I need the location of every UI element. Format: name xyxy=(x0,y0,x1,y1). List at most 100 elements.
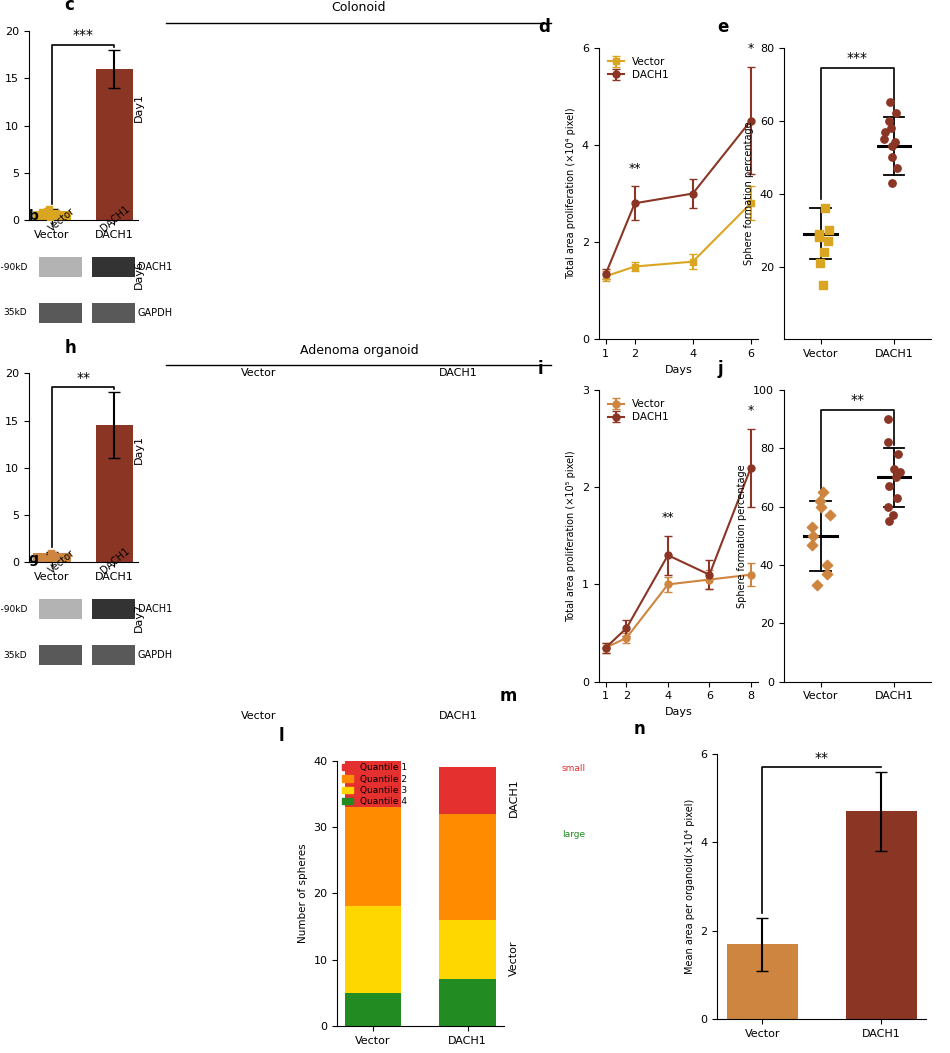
Bar xyxy=(92,257,135,277)
Point xyxy=(882,113,897,130)
Text: Day1: Day1 xyxy=(134,435,144,464)
Bar xyxy=(439,814,496,919)
Bar xyxy=(39,257,82,277)
Point xyxy=(34,203,49,220)
Point xyxy=(821,233,836,250)
Text: Vector: Vector xyxy=(509,941,519,976)
Point xyxy=(820,557,835,574)
Bar xyxy=(345,760,402,807)
Bar xyxy=(345,807,402,907)
Point xyxy=(882,513,897,530)
Point xyxy=(817,200,832,217)
Point xyxy=(881,411,896,428)
Legend: Vector, DACH1: Vector, DACH1 xyxy=(603,395,673,426)
Bar xyxy=(92,303,135,323)
Text: l: l xyxy=(279,727,285,744)
Bar xyxy=(96,425,133,562)
Text: 35kD: 35kD xyxy=(4,651,28,659)
Point xyxy=(813,498,828,515)
Text: Day1: Day1 xyxy=(134,93,144,122)
Text: small: small xyxy=(561,764,586,773)
Point xyxy=(881,498,896,515)
Text: GAPDH: GAPDH xyxy=(138,650,173,660)
Text: g: g xyxy=(28,552,38,565)
Point xyxy=(805,536,820,553)
Point xyxy=(40,202,55,219)
Text: large: large xyxy=(561,831,585,839)
Text: n: n xyxy=(634,720,645,738)
Bar xyxy=(39,303,82,323)
Legend: Vector, DACH1: Vector, DACH1 xyxy=(603,53,673,84)
Point xyxy=(55,549,70,565)
Text: h: h xyxy=(65,339,76,357)
Point xyxy=(877,131,892,147)
Text: **: ** xyxy=(76,371,90,384)
Point xyxy=(886,460,902,477)
Point xyxy=(884,119,899,136)
Bar xyxy=(96,68,133,220)
Y-axis label: Mean area per organoid(×10⁴ pixel): Mean area per organoid(×10⁴ pixel) xyxy=(685,799,694,974)
Text: i: i xyxy=(538,360,543,378)
Text: ***: *** xyxy=(72,28,94,42)
Y-axis label: Total area proliferation (×10⁴ pixel): Total area proliferation (×10⁴ pixel) xyxy=(566,107,576,279)
X-axis label: Days: Days xyxy=(664,364,693,375)
Text: *: * xyxy=(748,42,754,56)
Point xyxy=(888,134,903,151)
Point xyxy=(51,549,66,565)
Point xyxy=(889,160,904,177)
Bar xyxy=(33,211,70,220)
Text: Vector: Vector xyxy=(47,205,77,234)
Text: DACH1: DACH1 xyxy=(99,203,131,234)
Point xyxy=(815,276,830,293)
Point xyxy=(816,483,831,500)
Bar xyxy=(727,945,798,1019)
Point xyxy=(823,506,838,523)
Point xyxy=(811,225,826,242)
Text: **: ** xyxy=(850,394,864,408)
Point xyxy=(891,445,906,462)
Bar xyxy=(33,553,70,562)
Text: DACH1: DACH1 xyxy=(439,711,478,720)
Point xyxy=(821,221,836,238)
Point xyxy=(47,548,62,564)
X-axis label: Days: Days xyxy=(664,707,693,717)
Point xyxy=(888,105,903,122)
Text: Vector: Vector xyxy=(47,548,77,576)
Bar xyxy=(439,768,496,814)
Point xyxy=(816,243,831,260)
Point xyxy=(52,207,67,224)
Text: 70-90kD: 70-90kD xyxy=(0,262,28,272)
Text: DACH1: DACH1 xyxy=(99,545,131,576)
Y-axis label: Sphere formation percentage: Sphere formation percentage xyxy=(737,464,748,608)
Text: b: b xyxy=(28,210,38,223)
Point xyxy=(882,94,897,111)
Text: **: ** xyxy=(629,162,641,175)
Point xyxy=(881,434,896,451)
Bar xyxy=(92,645,135,665)
Bar xyxy=(846,812,917,1019)
Text: *: * xyxy=(748,404,754,417)
Bar xyxy=(345,993,402,1026)
Y-axis label: Sphere formation percentage: Sphere formation percentage xyxy=(745,122,754,265)
Point xyxy=(812,255,827,272)
Point xyxy=(884,148,900,165)
Y-axis label: Total area proliferation (×10⁵ pixel): Total area proliferation (×10⁵ pixel) xyxy=(566,450,576,621)
Text: j: j xyxy=(717,360,723,378)
Text: 35kD: 35kD xyxy=(4,309,28,317)
Text: Colonoid: Colonoid xyxy=(332,1,386,15)
Bar xyxy=(439,919,496,979)
Point xyxy=(878,123,893,140)
Point xyxy=(44,544,59,561)
Point xyxy=(820,565,835,582)
Point xyxy=(884,174,900,191)
Text: DACH1: DACH1 xyxy=(509,778,519,817)
Point xyxy=(882,478,897,495)
Point xyxy=(43,548,58,564)
Point xyxy=(888,469,903,485)
Text: **: ** xyxy=(662,511,674,524)
Bar xyxy=(92,599,135,619)
Text: GAPDH: GAPDH xyxy=(138,307,173,318)
Legend: Quantile 1, Quantile 2, Quantile 3, Quantile 4: Quantile 1, Quantile 2, Quantile 3, Quan… xyxy=(338,759,410,810)
Point xyxy=(42,200,57,217)
Point xyxy=(890,490,905,506)
